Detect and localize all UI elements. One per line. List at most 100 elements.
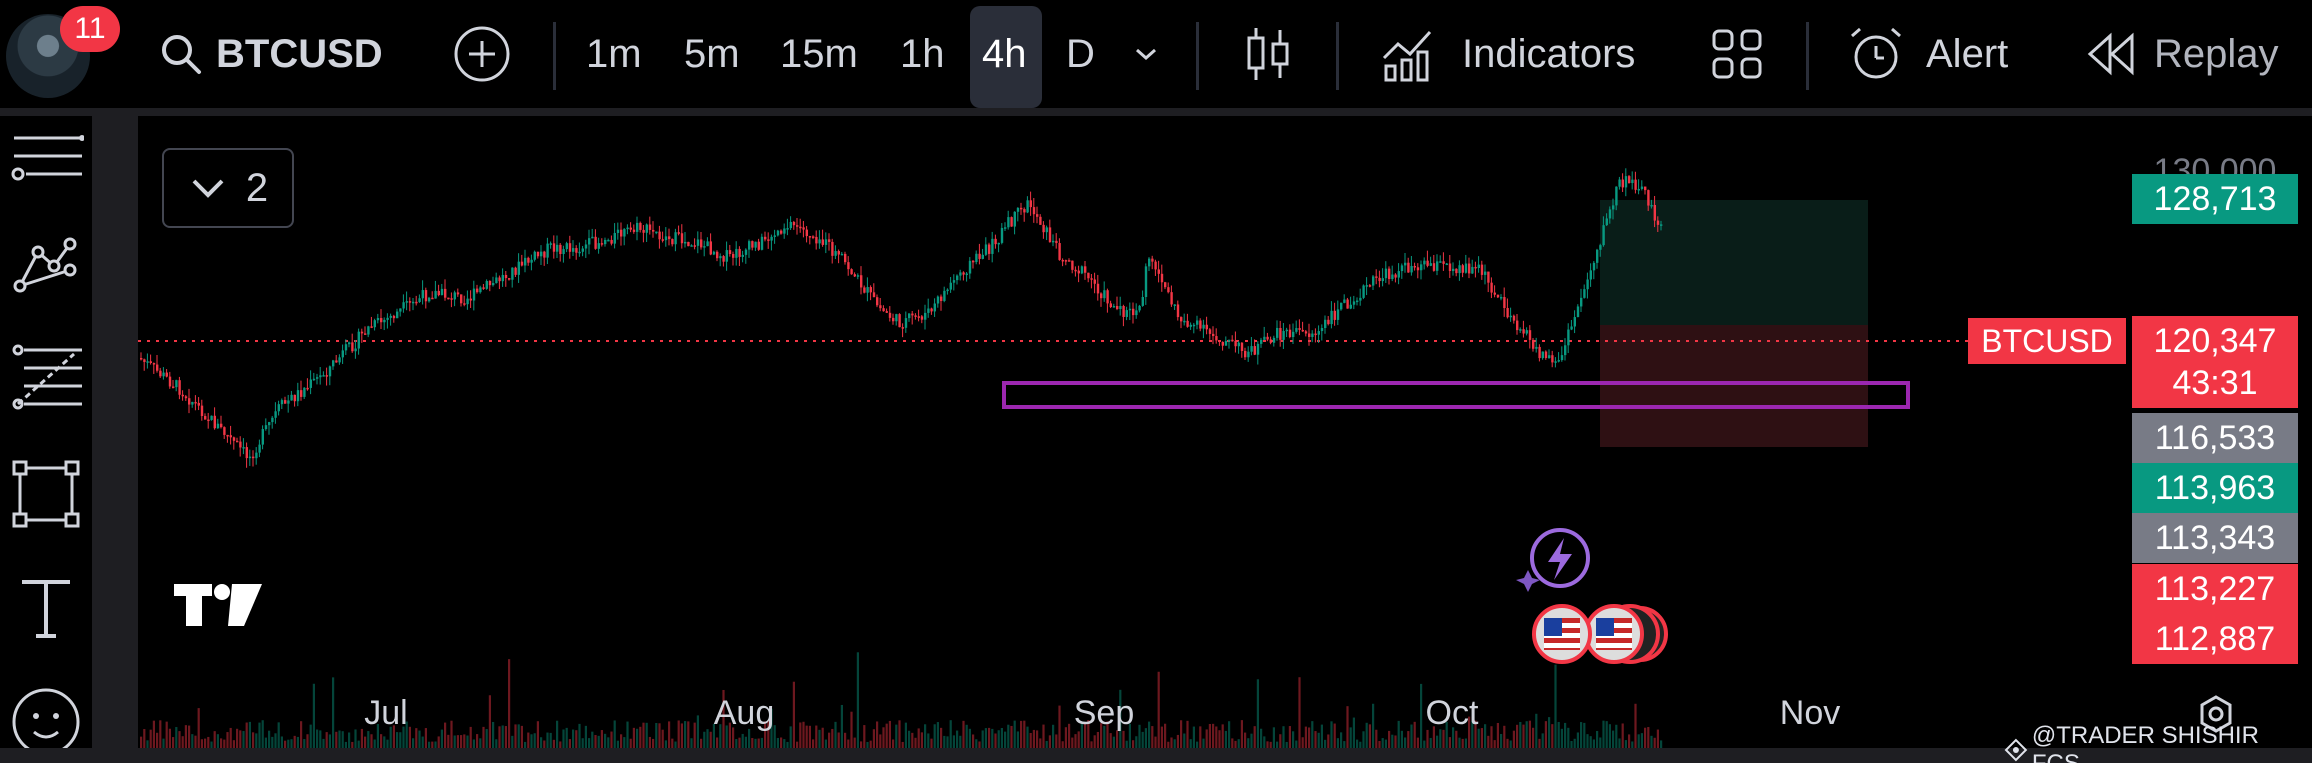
candle [162,372,165,377]
candle [418,298,421,303]
volume-bar [597,735,600,748]
economic-events-icon[interactable] [1530,600,1670,670]
candle [428,297,431,302]
candle [1506,308,1509,318]
flash-icon[interactable] [1512,524,1602,594]
rectangle-tool[interactable] [8,456,84,532]
candle [1253,346,1256,355]
chart-canvas[interactable] [138,128,2312,748]
candle [1404,262,1407,266]
candle [914,315,917,317]
volume-bar [498,726,501,748]
chart-settings-icon[interactable] [2196,694,2236,734]
candle [405,301,408,303]
candle [853,274,856,277]
volume-bar [1567,727,1570,748]
volume-bar [367,731,370,748]
text-tool[interactable] [8,570,84,646]
timeframe-dropdown[interactable] [1128,0,1164,108]
candle [1244,350,1247,358]
volume-bar [472,739,475,748]
candle [1151,258,1154,262]
volume-bar [559,741,562,748]
candle [1112,306,1116,308]
chart-type-button[interactable] [1240,0,1296,108]
lines-tool[interactable] [8,126,85,202]
candle [268,422,271,426]
candle [1541,351,1544,359]
timeframe-1m[interactable]: 1m [586,31,642,76]
volume-bar [1263,736,1266,748]
candle [1141,296,1144,306]
candle [965,273,968,276]
chevron-down-icon [192,179,224,198]
candle [488,280,492,286]
volume-bar [485,729,488,748]
candle [1212,333,1215,337]
volume-bar [450,720,453,748]
volume-bar [220,738,223,748]
candle [828,239,831,242]
volume-bar [639,726,642,748]
candle [783,228,786,234]
candle [271,417,274,423]
candle [549,243,552,245]
volume-bar [1333,723,1336,748]
volume-bar [1410,724,1413,748]
candle [1512,315,1516,321]
volume-bar [284,740,287,748]
chart-pane[interactable] [138,128,2312,748]
candle [1224,340,1228,346]
candle [194,401,197,404]
candle [485,280,488,289]
candle [847,262,850,270]
compare-symbol-button[interactable] [452,0,512,108]
candle [1586,279,1589,290]
volume-bar [1634,703,1637,748]
alert-button[interactable]: Alert [1846,0,2008,108]
candle [546,243,549,258]
diamond-icon [2004,738,2028,762]
volume-bar [1045,740,1048,748]
candle [1461,265,1464,273]
candle [328,366,332,377]
volume-bar [904,722,907,748]
candle [1605,218,1608,226]
candle [1624,176,1628,188]
candle [325,375,328,377]
volume-bar [575,730,578,748]
timeframe-5m[interactable]: 5m [684,31,740,76]
legend-toggle-button[interactable]: 2 [162,148,294,228]
volume-bar [520,725,523,748]
indicators-button[interactable]: Indicators [1380,0,1635,108]
symbol-search-button[interactable]: BTCUSD [158,0,383,108]
volume-bar [1650,735,1653,748]
volume-bar [261,720,264,748]
timeframe-15m[interactable]: 15m [780,31,858,76]
volume-bar [1183,733,1186,748]
candle [917,316,920,318]
candle [303,387,306,397]
candle [1087,272,1090,279]
timeframe-d[interactable]: D [1066,31,1095,76]
pattern-tool[interactable] [8,230,84,306]
candle [1573,317,1576,327]
candle [306,387,309,390]
candle [188,398,191,405]
volume-bar [687,721,690,748]
volume-bar [632,727,635,748]
candle [1045,227,1048,233]
layouts-button[interactable] [1710,0,1764,108]
timeframe-1h[interactable]: 1h [900,31,945,76]
candle [1554,361,1557,363]
candle [1592,262,1596,271]
candle [863,287,866,293]
replay-button[interactable]: Replay [2086,0,2279,108]
volume-bar [677,720,680,748]
candle [684,241,687,244]
fib-tool[interactable] [8,342,84,418]
candle [1410,265,1413,273]
candle [1039,216,1042,225]
timeframe-4h[interactable]: 4h [982,31,1027,76]
volume-bar [1448,737,1451,748]
